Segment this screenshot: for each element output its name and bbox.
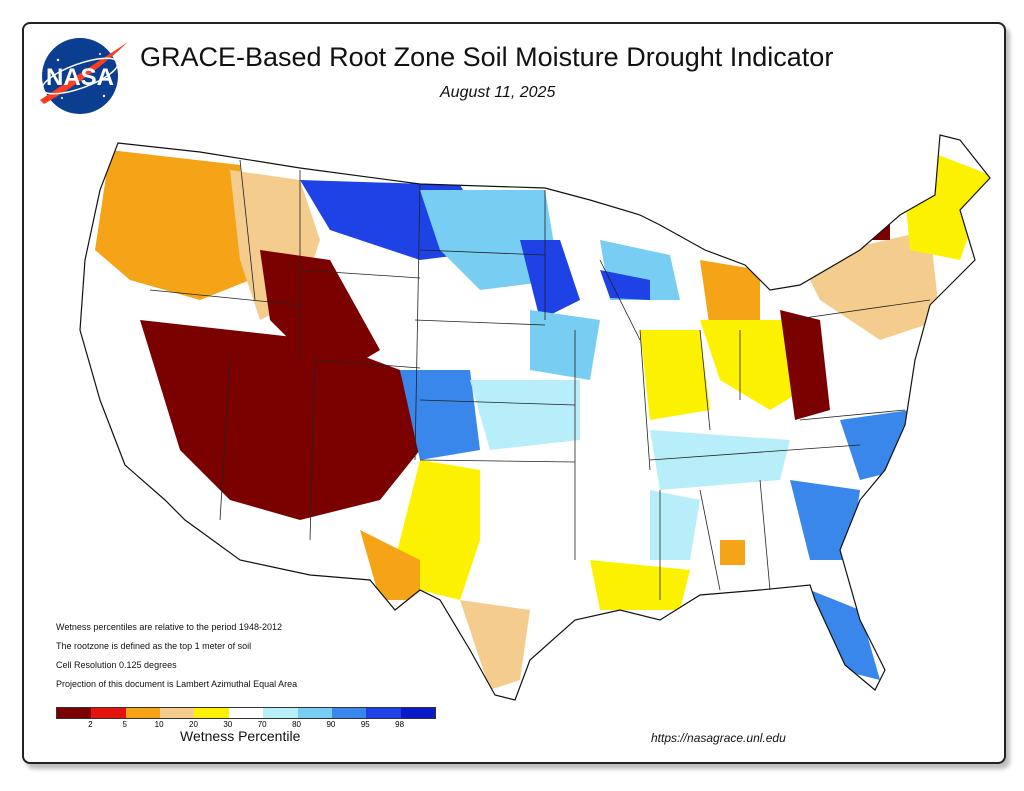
legend-swatch: [91, 708, 126, 718]
legend-tick-label: 90: [326, 720, 336, 729]
legend-swatch: [228, 708, 264, 718]
legend-swatch: [125, 708, 161, 718]
nasa-logo: NASA: [40, 38, 128, 114]
legend-tick-label: 10: [154, 720, 164, 729]
note-resolution: Cell Resolution 0.125 degrees: [56, 660, 177, 670]
legend-tick-label: 20: [189, 720, 198, 729]
legend-tick-label: 95: [360, 720, 370, 729]
legend-swatch: [331, 708, 367, 718]
map-notes: Wetness percentiles are relative to the …: [56, 622, 297, 698]
legend-color-bar: [56, 707, 436, 719]
legend-swatch: [400, 708, 435, 718]
legend-title: Wetness Percentile: [180, 728, 301, 744]
legend-swatch: [263, 708, 298, 718]
legend-tick-label: 98: [395, 720, 405, 729]
legend-tick-label: 30: [223, 720, 233, 729]
legend-tick-label: 70: [257, 720, 267, 729]
legend: 2 5 10 20 30 70 80 90 95 98: [56, 707, 436, 731]
legend-swatch: [160, 708, 195, 718]
note-projection: Projection of this document is Lambert A…: [56, 679, 298, 689]
svg-text:NASA: NASA: [46, 64, 114, 91]
legend-swatch: [297, 708, 332, 718]
legend-swatch: [57, 708, 92, 718]
legend-tick-label: 80: [292, 720, 301, 729]
legend-ticks: 2 5 10 20 30 70 80 90 95 98: [56, 719, 436, 731]
source-url[interactable]: https://nasagrace.unl.edu: [651, 731, 786, 745]
legend-tick-label: 2: [88, 720, 93, 729]
legend-swatch: [366, 708, 401, 718]
map-title: GRACE-Based Root Zone Soil Moisture Drou…: [140, 42, 834, 72]
map-date: August 11, 2025: [440, 84, 556, 101]
note-period: Wetness percentiles are relative to the …: [56, 622, 282, 632]
legend-tick-label: 5: [122, 720, 127, 729]
legend-swatch: [194, 708, 229, 718]
note-rootzone: The rootzone is defined as the top 1 met…: [56, 641, 252, 651]
